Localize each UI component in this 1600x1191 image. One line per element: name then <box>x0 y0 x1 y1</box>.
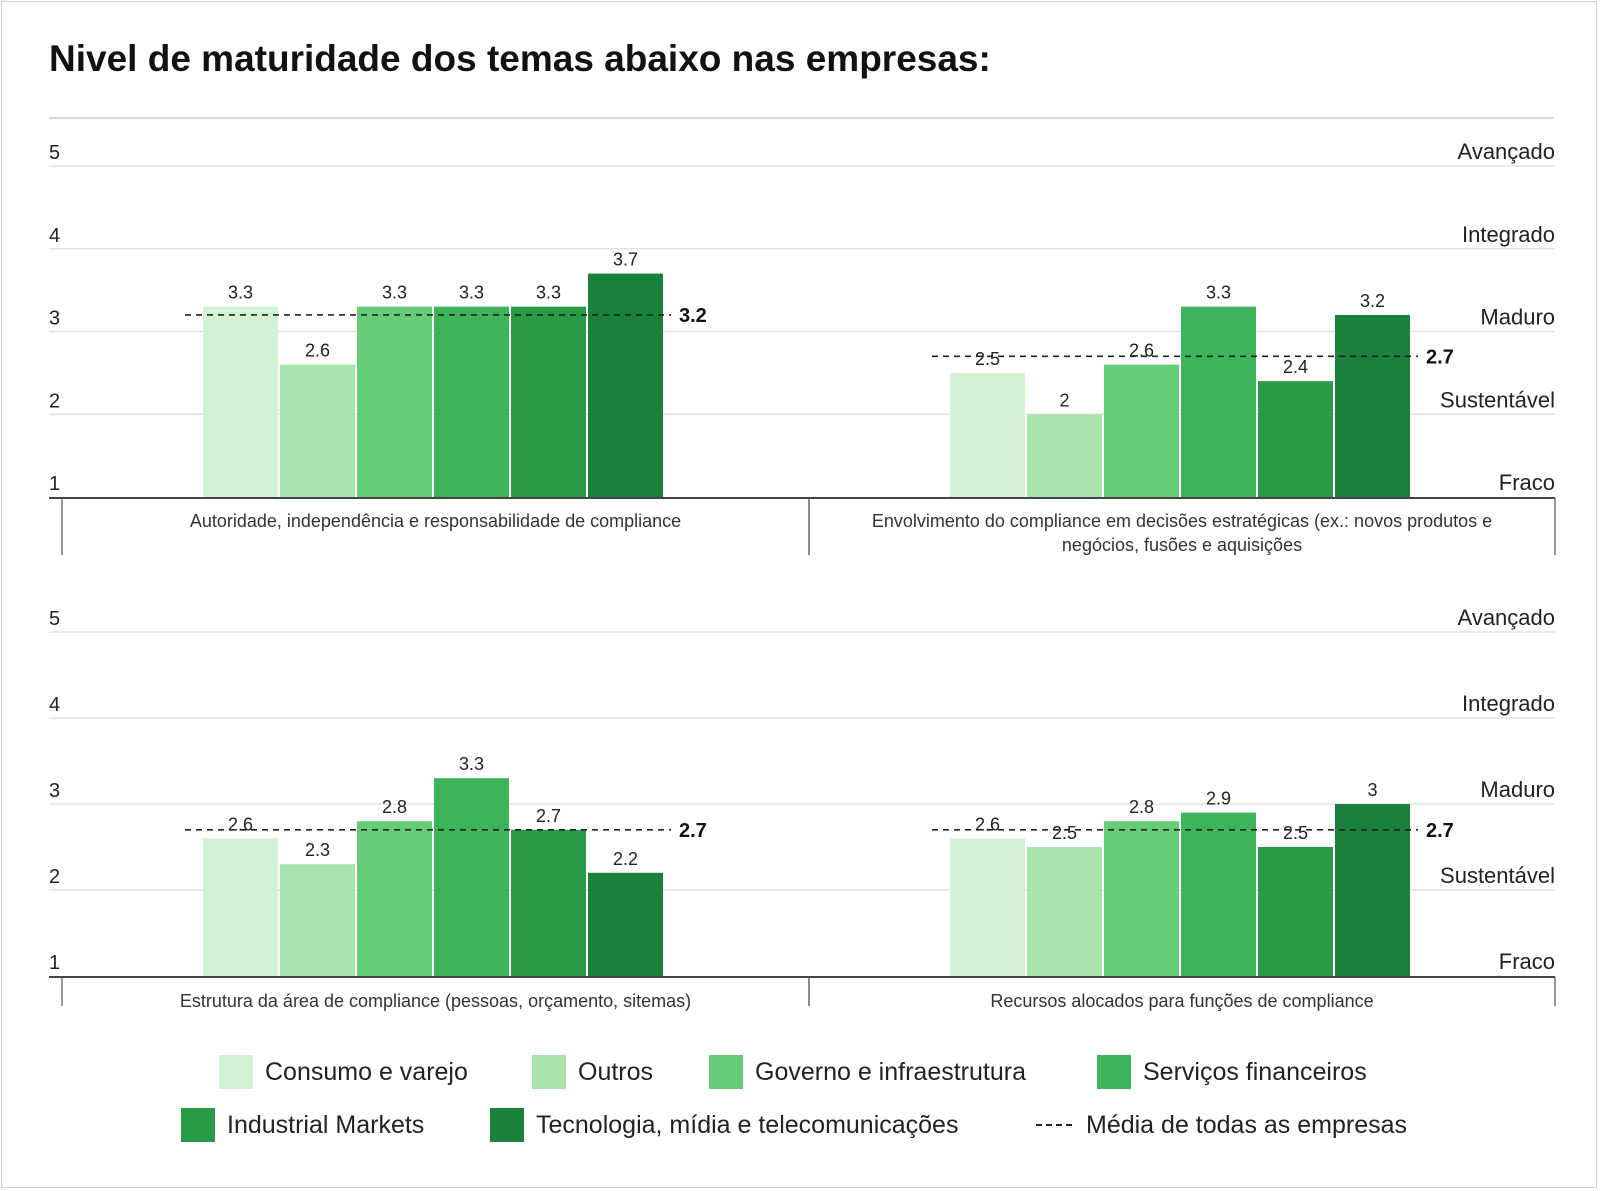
bar-value-label: 3.3 <box>382 283 407 303</box>
category-label: Envolvimento do compliance em decisões e… <box>872 511 1492 531</box>
bar-value-label: 2.6 <box>228 814 253 834</box>
bar <box>280 364 355 497</box>
average-label: 2.7 <box>1426 346 1454 368</box>
bar <box>588 872 663 976</box>
level-label: Avançado <box>1458 139 1555 164</box>
bar-value-label: 2.6 <box>975 814 1000 834</box>
y-tick-label: 4 <box>49 694 60 716</box>
bar <box>434 306 509 497</box>
bar-value-label: 2.6 <box>1129 341 1154 361</box>
bar-value-label: 2.7 <box>536 806 561 826</box>
bar <box>357 821 432 976</box>
bar-value-label: 2.5 <box>975 349 1000 369</box>
bar <box>1335 314 1410 497</box>
bar <box>1104 821 1179 976</box>
y-tick-label: 5 <box>49 142 60 164</box>
bar <box>1027 847 1102 976</box>
bar <box>950 838 1025 976</box>
y-tick-label: 2 <box>49 866 60 888</box>
bar <box>588 273 663 497</box>
bar <box>511 306 586 497</box>
level-label: Maduro <box>1480 777 1555 802</box>
level-label: Fraco <box>1499 949 1555 974</box>
bar <box>357 306 432 497</box>
bar-value-label: 2.6 <box>305 341 330 361</box>
bar <box>1258 847 1333 976</box>
bar <box>1027 414 1102 497</box>
bar-value-label: 3.3 <box>459 283 484 303</box>
level-label: Sustentável <box>1440 863 1555 888</box>
bar <box>1258 381 1333 497</box>
level-label: Integrado <box>1462 222 1555 247</box>
level-label: Fraco <box>1499 470 1555 495</box>
bar-value-label: 3.3 <box>228 283 253 303</box>
bar-value-label: 2.8 <box>1129 797 1154 817</box>
average-label: 2.7 <box>1426 820 1454 842</box>
category-label: Recursos alocados para funções de compli… <box>990 991 1373 1011</box>
y-tick-label: 1 <box>49 952 60 974</box>
y-tick-label: 5 <box>49 608 60 630</box>
bar-value-label: 3.3 <box>1206 283 1231 303</box>
bar-value-label: 3.7 <box>613 250 638 270</box>
bar-value-label: 2.4 <box>1283 357 1308 377</box>
bar-value-label: 3 <box>1367 780 1377 800</box>
y-tick-label: 4 <box>49 225 60 247</box>
y-tick-label: 1 <box>49 473 60 495</box>
bar-value-label: 2.8 <box>382 797 407 817</box>
average-label: 3.2 <box>679 305 707 327</box>
bar <box>511 829 586 976</box>
level-label: Maduro <box>1480 305 1555 330</box>
bar <box>950 372 1025 497</box>
bar-value-label: 2.3 <box>305 840 330 860</box>
category-label: negócios, fusões e aquisições <box>1062 535 1302 555</box>
bar <box>203 306 278 497</box>
bar-value-label: 2.5 <box>1052 823 1077 843</box>
bar-value-label: 2.5 <box>1283 823 1308 843</box>
bar <box>1181 306 1256 497</box>
bar-value-label: 2.2 <box>613 849 638 869</box>
bar <box>1104 364 1179 497</box>
bar <box>280 864 355 976</box>
bar-value-label: 3.2 <box>1360 291 1385 311</box>
level-label: Sustentável <box>1440 387 1555 412</box>
average-label: 2.7 <box>679 820 707 842</box>
level-label: Avançado <box>1458 605 1555 630</box>
bar-value-label: 3.3 <box>459 754 484 774</box>
bar <box>434 778 509 976</box>
y-tick-label: 2 <box>49 390 60 412</box>
bar-value-label: 2 <box>1059 390 1069 410</box>
y-tick-label: 3 <box>49 308 60 330</box>
bar <box>203 838 278 976</box>
y-tick-label: 3 <box>49 780 60 802</box>
level-label: Integrado <box>1462 691 1555 716</box>
bar <box>1181 812 1256 976</box>
bar-value-label: 3.3 <box>536 283 561 303</box>
bar-value-label: 2.9 <box>1206 789 1231 809</box>
category-label: Estrutura da área de compliance (pessoas… <box>180 991 691 1011</box>
category-label: Autoridade, independência e responsabili… <box>190 511 681 531</box>
title-divider <box>49 117 1554 119</box>
chart-title: Nivel de maturidade dos temas abaixo nas… <box>49 38 991 79</box>
bar <box>1335 804 1410 976</box>
